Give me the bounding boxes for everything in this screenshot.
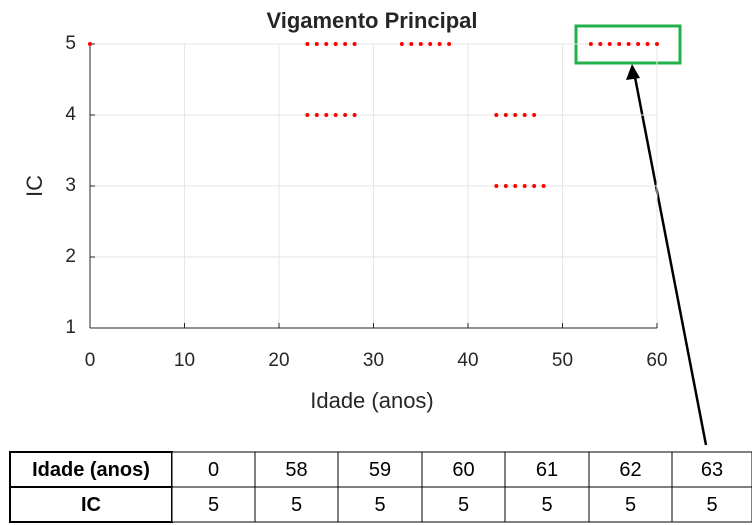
arrow <box>632 71 708 446</box>
point <box>617 42 622 46</box>
table-text: 58 <box>285 459 307 481</box>
table-cell <box>504 486 590 523</box>
y-tick-label: 2 <box>65 246 76 267</box>
point <box>343 113 348 117</box>
table-cell <box>9 451 173 488</box>
point <box>588 42 593 46</box>
point <box>503 184 508 188</box>
point <box>494 184 499 188</box>
point <box>343 42 348 46</box>
table-cell <box>254 451 339 488</box>
point <box>305 42 310 46</box>
table-text: 5 <box>458 494 469 516</box>
point <box>333 42 338 46</box>
x-axis-label: Idade (anos) <box>310 388 434 413</box>
y-tick-label: 3 <box>65 175 76 196</box>
table-cell <box>671 451 752 488</box>
table-text: 5 <box>625 494 636 516</box>
x-tick-label: 30 <box>363 350 384 371</box>
point <box>324 42 329 46</box>
table-cell <box>171 451 256 488</box>
point <box>399 42 404 46</box>
table-text: 59 <box>369 459 391 481</box>
point <box>88 42 92 46</box>
point <box>513 184 518 188</box>
point <box>352 42 357 46</box>
table-text: 5 <box>706 494 717 516</box>
point <box>645 42 650 46</box>
table-text: 0 <box>208 459 219 481</box>
x-tick-label: 40 <box>457 350 478 371</box>
table-cell <box>171 486 256 523</box>
y-tick-label: 1 <box>65 317 76 338</box>
table-cell <box>337 486 423 523</box>
y-tick-label: 5 <box>65 33 76 54</box>
x-tick-label: 50 <box>552 350 573 371</box>
point <box>522 113 527 117</box>
point <box>333 113 338 117</box>
table-text: 5 <box>374 494 385 516</box>
table-text: 5 <box>291 494 302 516</box>
point <box>626 42 631 46</box>
table-text: 63 <box>701 459 723 481</box>
point <box>532 113 537 117</box>
table-text: 60 <box>452 459 474 481</box>
table-text: 5 <box>208 494 219 516</box>
point <box>636 42 641 46</box>
point <box>522 184 527 188</box>
table-text: 62 <box>619 459 641 481</box>
point <box>314 113 319 117</box>
table-cell <box>504 451 590 488</box>
table-cell <box>588 486 673 523</box>
point <box>314 42 319 46</box>
y-axis-label: IC <box>22 175 47 197</box>
point <box>352 113 357 117</box>
point <box>655 42 659 46</box>
y-tick-label: 4 <box>65 104 76 125</box>
arrow-head <box>626 64 640 80</box>
table-cell <box>9 486 173 523</box>
point <box>409 42 414 46</box>
point <box>324 113 329 117</box>
x-tick-label: 0 <box>85 350 96 371</box>
point <box>494 113 499 117</box>
table-text: 61 <box>536 459 558 481</box>
table-cell <box>671 486 752 523</box>
table-text: IC <box>81 494 101 516</box>
table-text: Idade (anos) <box>32 459 150 481</box>
point <box>418 42 423 46</box>
table-cell <box>421 451 506 488</box>
point <box>607 42 612 46</box>
table-text: 5 <box>541 494 552 516</box>
x-tick-label: 20 <box>268 350 289 371</box>
table-cell <box>421 486 506 523</box>
chart-title: Vigamento Principal <box>266 8 477 33</box>
point <box>428 42 433 46</box>
point <box>437 42 442 46</box>
point <box>598 42 603 46</box>
point <box>532 184 537 188</box>
point <box>447 42 452 46</box>
point <box>305 113 310 117</box>
point <box>513 113 518 117</box>
point <box>541 184 546 188</box>
x-tick-label: 60 <box>646 350 667 371</box>
x-tick-label: 10 <box>174 350 195 371</box>
table-cell <box>254 486 339 523</box>
point <box>503 113 508 117</box>
